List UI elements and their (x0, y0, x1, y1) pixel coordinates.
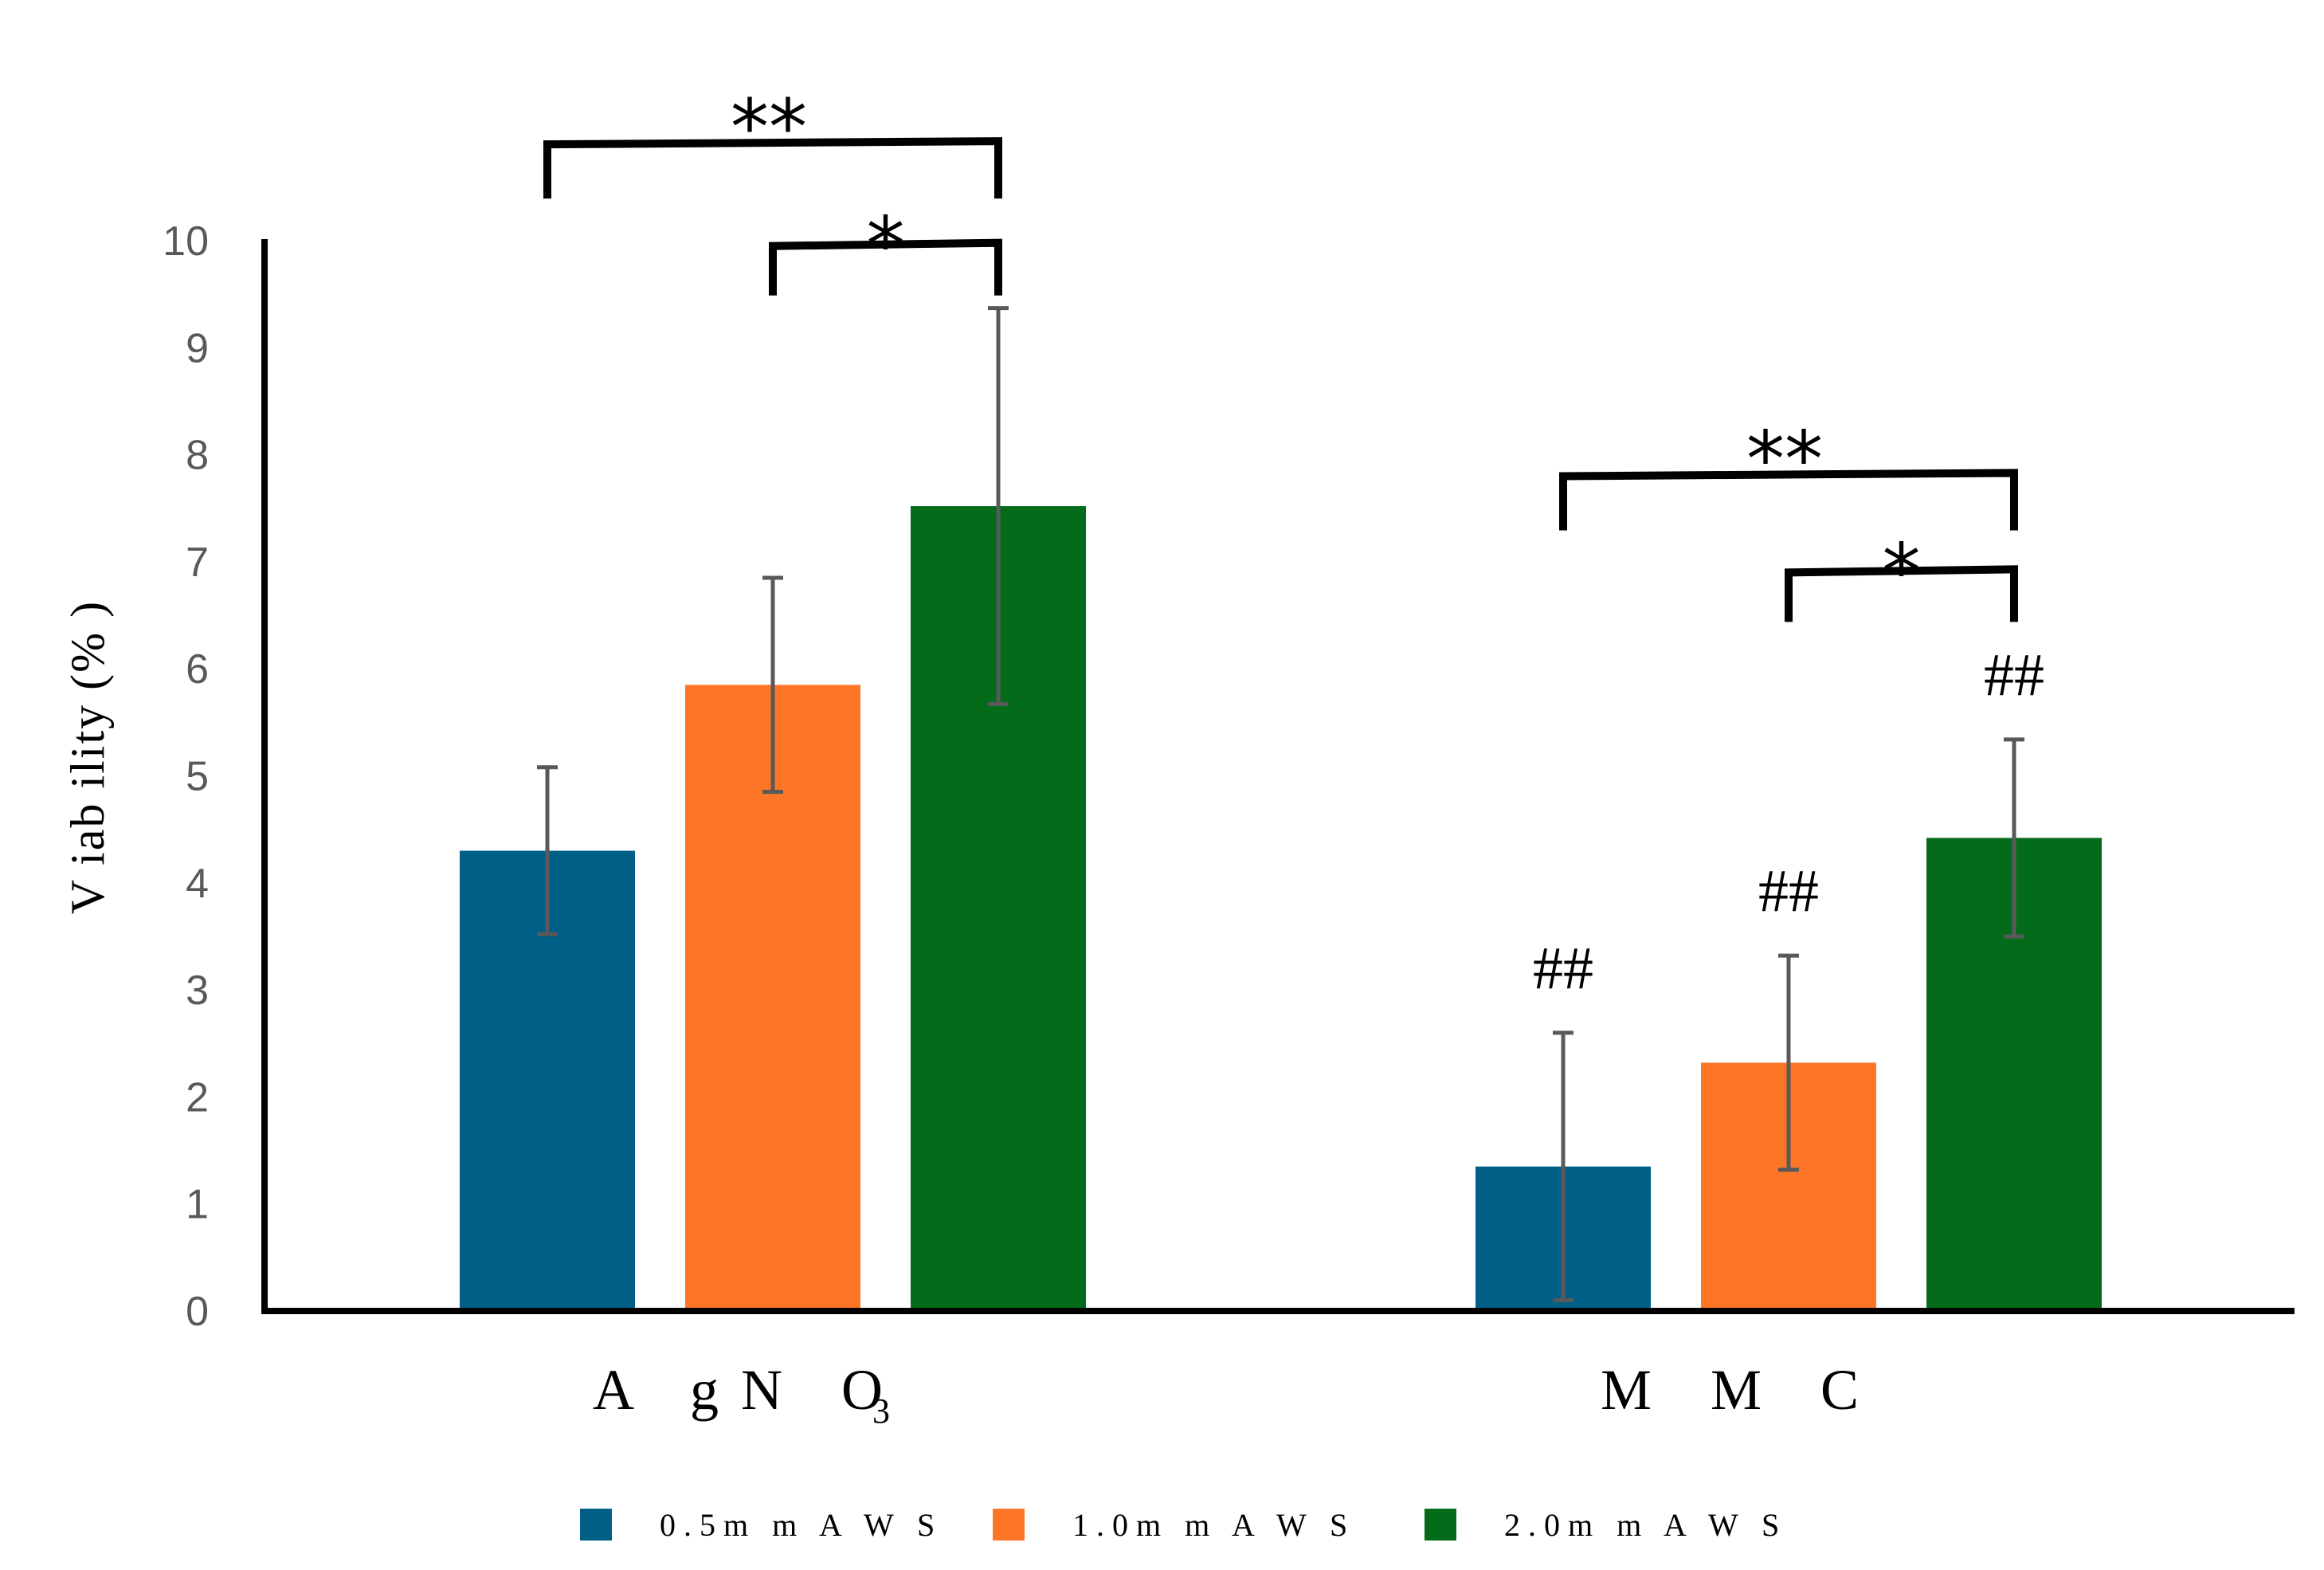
significance-bracket (1559, 469, 2018, 531)
legend-label: 2.0m m A W S (1504, 1507, 1787, 1543)
y-tick-label: 1 (186, 1182, 209, 1228)
y-axis-label: V iab ility (% ) (61, 600, 114, 914)
significance-marker: ## (1533, 935, 1593, 1002)
x-category-label: M M C (1601, 1358, 1881, 1422)
significance-marker: ## (1984, 642, 2044, 708)
legend-swatch (580, 1509, 612, 1541)
y-tick-label: 5 (186, 754, 209, 800)
y-tick-label: 6 (186, 646, 209, 693)
y-tick-label: 9 (186, 325, 209, 371)
significance-label: ** (1746, 414, 1823, 504)
legend-label: 0.5m m A W S (660, 1507, 943, 1543)
legend-swatch (1425, 1509, 1456, 1541)
significance-brackets: ****** (543, 83, 2018, 622)
y-axis: 0 1 2 3 4 5 6 7 8 9 10 (163, 218, 268, 1335)
x-axis: A gN O3 M M C (261, 1308, 2295, 1431)
legend: 0.5m m A W S 1.0m m A W S 2.0m m A W S (580, 1507, 1787, 1543)
bars (460, 506, 2102, 1311)
y-tick-label: 2 (186, 1074, 209, 1121)
significance-marker: ## (1758, 858, 1819, 924)
y-tick-label: 10 (163, 218, 209, 265)
x-category-label: A gN O (593, 1358, 905, 1422)
x-category-subscript: 3 (872, 1391, 890, 1431)
significance-bracket (769, 238, 1002, 296)
legend-label: 1.0m m A W S (1072, 1507, 1355, 1543)
significance-bracket (1785, 565, 2018, 622)
significance-label: * (1883, 527, 1921, 616)
legend-swatch (993, 1509, 1025, 1541)
y-tick-label: 8 (186, 433, 209, 479)
significance-label: ** (731, 83, 807, 172)
significance-label: * (867, 201, 905, 290)
significance-markers: ## ## ## (1533, 642, 2044, 1002)
significance-bracket (543, 137, 1002, 199)
y-tick-label: 4 (186, 861, 209, 907)
y-tick-label: 7 (186, 540, 209, 586)
error-bars (537, 306, 2024, 1303)
y-tick-label: 0 (186, 1289, 209, 1335)
y-tick-label: 3 (186, 968, 209, 1014)
